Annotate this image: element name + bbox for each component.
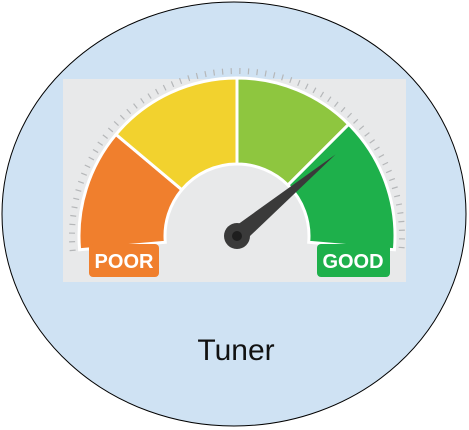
gauge-tick (102, 134, 108, 139)
needle-pointer (231, 154, 336, 243)
good-badge-bg (317, 244, 390, 277)
gauge-tick (73, 197, 80, 201)
gauge-tick (92, 148, 99, 154)
gauge-tick (77, 180, 85, 184)
gauge-tick (84, 164, 91, 169)
good-badge: GOOD (317, 244, 390, 277)
zone-fair (113, 76, 239, 192)
gauge-tick (88, 156, 95, 161)
gauge-tick (264, 70, 267, 77)
gauge-tick (378, 154, 385, 158)
gauge-tick (391, 186, 398, 190)
gauge-tick (397, 212, 404, 215)
gauge-tick (133, 103, 138, 109)
gauge-tick (358, 125, 365, 131)
gauge-tick (140, 98, 145, 104)
gauge-needle (224, 154, 336, 249)
gauge-tick (289, 76, 293, 84)
gauge-tick (113, 120, 119, 126)
gauge-tick (178, 77, 183, 84)
gauge-ticks (69, 68, 405, 252)
gauge-tick (398, 220, 405, 223)
needle-hub-center (232, 231, 242, 241)
gauge-zones (77, 76, 397, 252)
gauge-tick (374, 146, 380, 151)
gauge-tick (327, 96, 332, 103)
gauge-tick (272, 72, 276, 79)
zone-good (285, 122, 397, 252)
gauge-tick (394, 194, 401, 198)
gauge-tick (71, 206, 78, 209)
gauge-tick (334, 101, 339, 107)
gauge-tick (312, 87, 317, 94)
gauge-tick (81, 172, 88, 176)
gauge-tick (369, 139, 375, 144)
gauge-tick (389, 177, 396, 182)
gauge-tick (147, 93, 152, 99)
gauge-tick (70, 214, 77, 217)
gauge-tick (347, 112, 353, 118)
gauge-tick (75, 189, 82, 192)
gauge-tick (213, 69, 216, 76)
gauge-tick (319, 91, 325, 98)
gauge-tick (353, 118, 359, 124)
gauge-tick (155, 88, 159, 95)
gauge-tick (385, 169, 392, 174)
gauge-tick (126, 108, 132, 115)
gauge-tick (107, 127, 114, 133)
gauge-tick (304, 83, 309, 90)
gauge-tick (119, 114, 125, 120)
gauge-tick (170, 81, 175, 88)
gauge-tick (256, 69, 259, 76)
gauge-tick (195, 72, 199, 79)
gauge-tick (221, 68, 224, 75)
poor-label: POOR (95, 251, 154, 273)
gauge-tick (340, 106, 346, 113)
gauge-tick (97, 141, 104, 146)
gauge-tick (69, 249, 76, 252)
gauge-tick (364, 132, 370, 137)
gauge-tick (281, 74, 284, 81)
gauge-tick (382, 161, 389, 166)
good-label: GOOD (322, 251, 383, 273)
gauge-tick (395, 203, 403, 206)
gauge-tick (187, 75, 191, 82)
gauge-tick (204, 70, 207, 78)
poor-badge-bg (89, 244, 159, 277)
caption: Tuner (197, 334, 274, 367)
poor-badge: POOR (89, 244, 159, 277)
gauge-tick (297, 80, 301, 87)
gauge-tick (162, 84, 167, 91)
